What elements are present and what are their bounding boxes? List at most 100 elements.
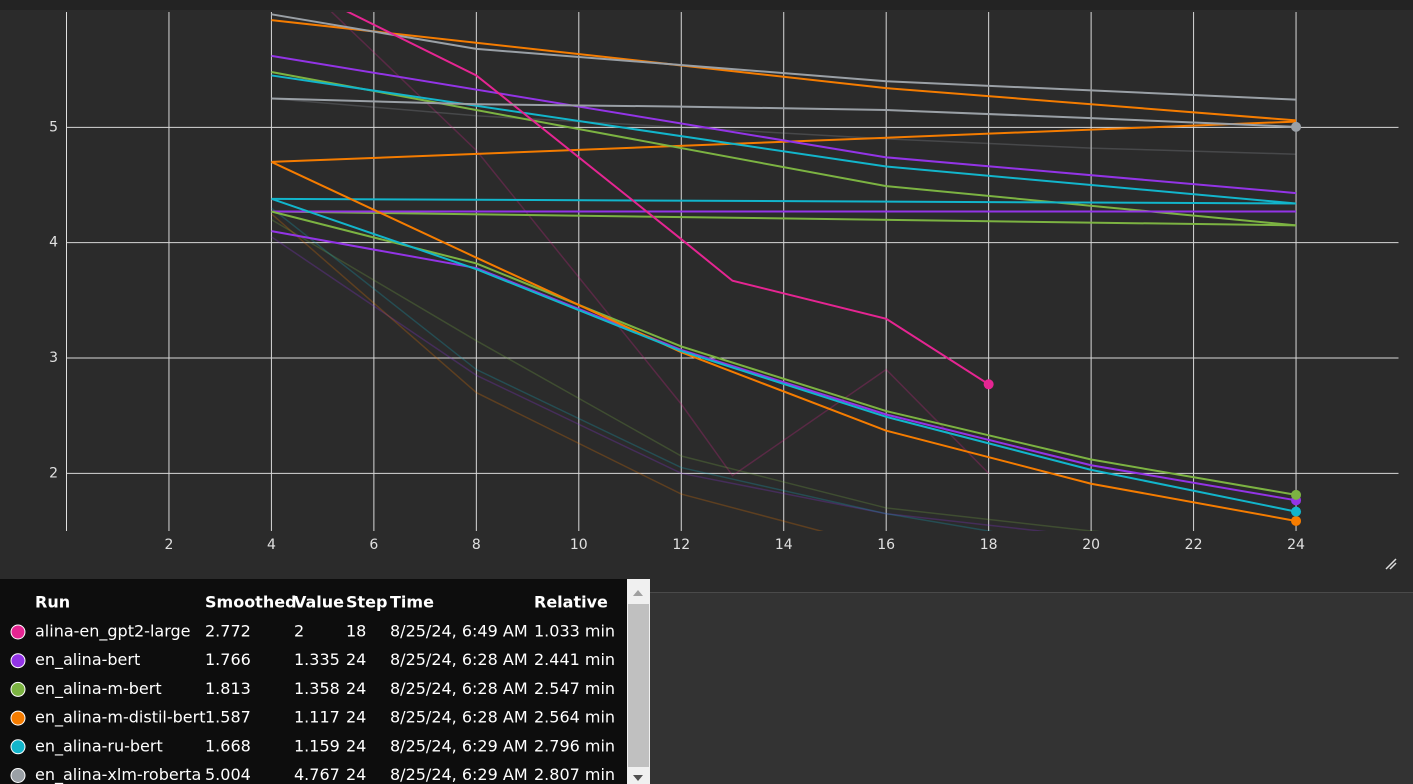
- x-tick-label: 22: [1185, 537, 1203, 553]
- line: [271, 19, 1297, 122]
- relative-time: 2.564 min: [534, 708, 615, 727]
- end-point: [983, 379, 994, 390]
- run-color: [10, 710, 26, 726]
- x-tick-label: 18: [980, 537, 998, 553]
- x-tick-label: 12: [672, 537, 690, 553]
- raw-value: 2: [294, 622, 304, 641]
- raw-value: 1.335: [294, 650, 340, 669]
- line: [271, 120, 1297, 163]
- line: [270, 161, 1297, 522]
- smoothed-value: 2.772: [205, 622, 251, 641]
- x-tick-label: 16: [877, 537, 895, 553]
- scroll-up[interactable]: [633, 590, 643, 596]
- column-header: Run: [35, 593, 70, 612]
- y-tick-label: 2: [49, 465, 58, 481]
- run-name: en_alina-m-distil-bert: [35, 708, 205, 728]
- column-header: Smoothed: [205, 593, 297, 612]
- step: 24: [346, 736, 366, 755]
- step: 24: [346, 708, 366, 727]
- time: 8/25/24, 6:28 AM: [390, 708, 528, 727]
- y-tick-label: 4: [49, 235, 58, 251]
- resize-icon[interactable]: [1385, 558, 1397, 570]
- run-name: alina-en_gpt2-large: [35, 622, 190, 642]
- x-tick-label: 4: [267, 537, 276, 553]
- smoothed-value: 1.668: [205, 736, 251, 755]
- line: [271, 13, 1297, 101]
- run-name: en_alina-m-bert: [35, 679, 162, 699]
- top-strip: [0, 0, 1413, 10]
- raw-line: [330, 12, 990, 477]
- raw-line: [270, 207, 994, 531]
- relative-time: 2.547 min: [534, 679, 615, 698]
- run-color: [10, 739, 26, 755]
- x-tick-label: 14: [775, 537, 793, 553]
- time: 8/25/24, 6:28 AM: [390, 679, 528, 698]
- x-tick-label: 20: [1082, 537, 1100, 553]
- x-tick-label: 6: [369, 537, 378, 553]
- x-tick-label: 10: [570, 537, 588, 553]
- run-color: [10, 768, 26, 783]
- chart-background: [0, 0, 1413, 592]
- time: 8/25/24, 6:29 AM: [390, 765, 528, 784]
- run-color: [10, 653, 26, 669]
- line: [271, 197, 1297, 513]
- run-name: en_alina-ru-bert: [35, 736, 163, 756]
- step: 18: [346, 622, 366, 641]
- time: 8/25/24, 6:49 AM: [390, 622, 528, 641]
- smoothed-value: 1.813: [205, 679, 251, 698]
- line: [271, 54, 1297, 195]
- step: 24: [346, 679, 366, 698]
- grid: [66, 12, 1399, 531]
- relative-time: 1.033 min: [534, 622, 615, 641]
- time: 8/25/24, 6:28 AM: [390, 650, 528, 669]
- end-points: [983, 121, 1302, 526]
- raw-value: 1.358: [294, 679, 340, 698]
- line: [346, 12, 990, 386]
- column-header: Relative: [534, 593, 608, 612]
- column-header: Step: [346, 593, 387, 612]
- line: [271, 210, 1297, 227]
- smoothed-value: 1.587: [205, 708, 251, 727]
- raw-value: 1.117: [294, 708, 340, 727]
- line: [271, 230, 1297, 502]
- x-tick-label: 2: [165, 537, 174, 553]
- line: [271, 210, 1297, 496]
- scrollbar-thumb[interactable]: [628, 604, 649, 767]
- raw-value: 1.159: [294, 736, 340, 755]
- end-point: [1291, 121, 1302, 132]
- relative-time: 2.807 min: [534, 765, 615, 784]
- line: [271, 97, 1297, 128]
- column-header: Value: [294, 593, 344, 612]
- raw-value: 4.767: [294, 765, 340, 784]
- end-point: [1291, 489, 1302, 500]
- raw-line: [271, 236, 1047, 531]
- x-tick-label: 8: [472, 537, 481, 553]
- raw-line: [271, 218, 1101, 531]
- y-tick-label: 5: [49, 119, 58, 135]
- relative-time: 2.796 min: [534, 736, 615, 755]
- plot-area: [270, 12, 1297, 531]
- step: 24: [346, 650, 366, 669]
- relative-time: 2.441 min: [534, 650, 615, 669]
- tooltip-background: [0, 579, 650, 784]
- x-tick-label: 24: [1287, 537, 1305, 553]
- run-name: en_alina-bert: [35, 650, 140, 670]
- scroll-down[interactable]: [633, 775, 643, 781]
- run-color: [10, 624, 26, 640]
- time: 8/25/24, 6:29 AM: [390, 736, 528, 755]
- run-color: [10, 681, 26, 697]
- smoothed-value: 5.004: [205, 765, 251, 784]
- line: [271, 197, 1297, 205]
- y-tick-label: 3: [49, 350, 58, 366]
- raw-line: [270, 213, 824, 531]
- line: [271, 74, 1297, 205]
- raw-line: [271, 97, 1297, 155]
- smoothed-value: 1.766: [205, 650, 251, 669]
- end-point: [1291, 506, 1302, 517]
- column-header: Time: [390, 593, 434, 612]
- end-point: [1291, 515, 1302, 526]
- step: 24: [346, 765, 366, 784]
